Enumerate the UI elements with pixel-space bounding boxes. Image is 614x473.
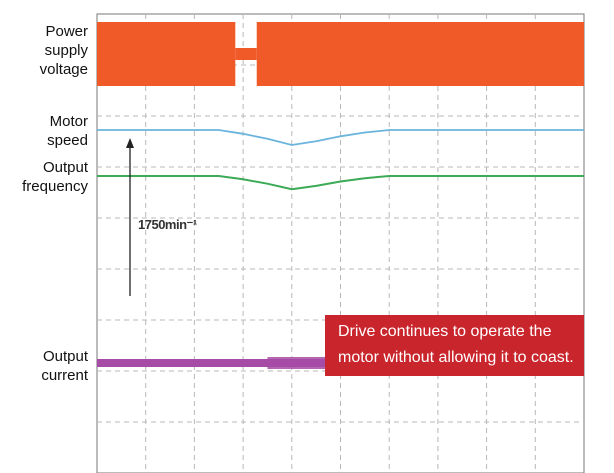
scale-arrow [126,138,134,296]
label-motor-speed: Motor speed [47,113,88,149]
callout-box [325,315,584,376]
voltage-trace [97,22,584,86]
callout-text: Drive continues to operate the motor wit… [325,315,584,376]
callout-background [325,315,584,376]
callout-line-1: Drive continues to operate the [338,323,552,340]
voltage-segment-after [256,22,584,86]
callout-line-2: motor without allowing it to coast. [338,349,574,366]
series-output-frequency [97,175,584,191]
scale-arrow-head [126,138,134,148]
voltage-segment-before [97,22,236,86]
label-power-supply-voltage: Power supply voltage [39,23,88,78]
voltage-dip [235,48,257,60]
label-output-current: Output current [41,348,88,384]
series-motor-speed [97,129,584,146]
scale-annotation: 1750min⁻¹ [138,217,197,232]
label-output-frequency: Output frequency [22,159,88,195]
